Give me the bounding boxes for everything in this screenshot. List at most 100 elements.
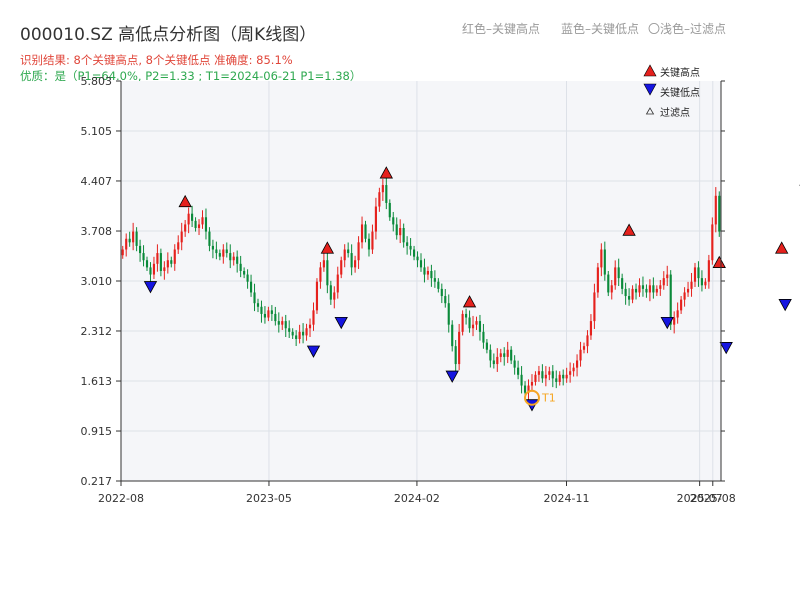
candle-body: [624, 288, 627, 297]
candle-body: [676, 310, 679, 318]
candle-body: [229, 253, 232, 261]
candle-body: [465, 313, 468, 318]
candle-body: [641, 285, 645, 289]
legend-label: 过滤点: [660, 106, 690, 119]
candle-body: [458, 331, 461, 365]
candle-body: [517, 367, 520, 375]
candle-body: [600, 249, 603, 268]
candle-body: [451, 324, 454, 347]
candle-body: [249, 281, 253, 293]
candle-body: [589, 321, 593, 336]
candle-body: [461, 313, 464, 332]
candle-body: [281, 321, 284, 325]
candle-body: [253, 292, 256, 304]
candle-body: [149, 267, 152, 275]
candle-body: [638, 285, 641, 293]
candle-body: [648, 285, 651, 293]
candle-body: [551, 371, 554, 379]
candle-body: [437, 281, 440, 289]
candle-body: [440, 288, 443, 297]
candle-body: [607, 274, 610, 293]
candle-body: [544, 374, 547, 379]
candle-body: [312, 310, 315, 325]
candle-body: [291, 331, 294, 336]
candle-body: [385, 185, 388, 203]
candle-body: [718, 195, 721, 232]
candle-body: [333, 292, 336, 300]
t1-circle: [523, 389, 540, 406]
candle-body: [485, 342, 488, 350]
candles: [121, 177, 721, 402]
candle-body: [645, 288, 648, 293]
candle-body: [697, 267, 700, 279]
key-low-marker: [719, 342, 733, 355]
candle-body: [596, 267, 599, 293]
key-high-marker: [712, 255, 726, 268]
candle-body: [496, 356, 499, 365]
y-tick-label: 0.217: [81, 475, 113, 488]
candle-body: [159, 253, 162, 271]
markers: T1: [143, 166, 800, 412]
legend-filtered-symbol: [645, 107, 655, 115]
candle-body: [510, 349, 513, 361]
candle-body: [322, 260, 325, 268]
candle-body: [426, 270, 430, 275]
candle-body: [166, 260, 169, 268]
candle-body: [621, 278, 624, 289]
candle-body: [270, 310, 273, 314]
key-low-marker: [778, 299, 792, 312]
y-tick-label: 5.105: [81, 125, 113, 138]
key-high-marker: [178, 194, 192, 208]
x-tick-label: 2024-02: [394, 492, 440, 505]
candle-body: [204, 217, 208, 232]
candle-body: [284, 321, 287, 329]
candle-body: [683, 292, 686, 300]
key-low-marker: [306, 345, 321, 358]
candle-body: [145, 260, 149, 268]
candle-body: [406, 242, 409, 246]
x-tick-label: 2025-08: [690, 492, 736, 505]
key-low-marker: [660, 316, 674, 330]
candle-body: [135, 231, 138, 246]
candle-body: [475, 321, 478, 325]
candle-body: [572, 367, 575, 372]
candle-body: [354, 260, 357, 268]
candle-body: [260, 306, 263, 314]
candle-body: [326, 260, 329, 286]
candle-body: [523, 385, 527, 393]
candle-body: [555, 378, 558, 382]
candle-body: [603, 249, 606, 275]
candle-body: [686, 288, 690, 293]
chart-subtitle-result: 识别结果: 8个关键高点, 8个关键低点 准确度: 85.1%: [20, 53, 293, 67]
candle-body: [471, 324, 475, 329]
candle-body: [537, 371, 540, 375]
candle-body: [575, 360, 579, 368]
candle-body: [399, 228, 402, 236]
candle-body: [534, 374, 537, 382]
candle-body: [409, 245, 412, 250]
key-low-marker: [445, 370, 459, 383]
candle-body: [506, 349, 509, 357]
candle-body: [673, 317, 676, 325]
candle-body: [256, 303, 260, 307]
candle-body: [659, 285, 662, 289]
candle-body: [666, 274, 669, 279]
key-high-marker: [462, 295, 477, 308]
candle-body: [336, 274, 339, 293]
candle-body: [319, 267, 322, 282]
candle-body: [444, 296, 447, 304]
top-legend-item: 红色–关键高点: [462, 21, 540, 36]
candle-body: [298, 331, 301, 340]
candle-body: [707, 260, 710, 282]
candle-body: [232, 256, 235, 261]
y-tick-label: 3.010: [81, 275, 113, 288]
candle-body: [343, 249, 346, 261]
candle-body: [364, 224, 367, 239]
candle-body: [388, 202, 391, 218]
candle-body: [121, 249, 124, 256]
candle-body: [690, 281, 693, 289]
key-low-marker: [143, 281, 158, 294]
candle-body: [215, 249, 218, 254]
candle-body: [347, 249, 350, 254]
candle-body: [468, 317, 471, 329]
